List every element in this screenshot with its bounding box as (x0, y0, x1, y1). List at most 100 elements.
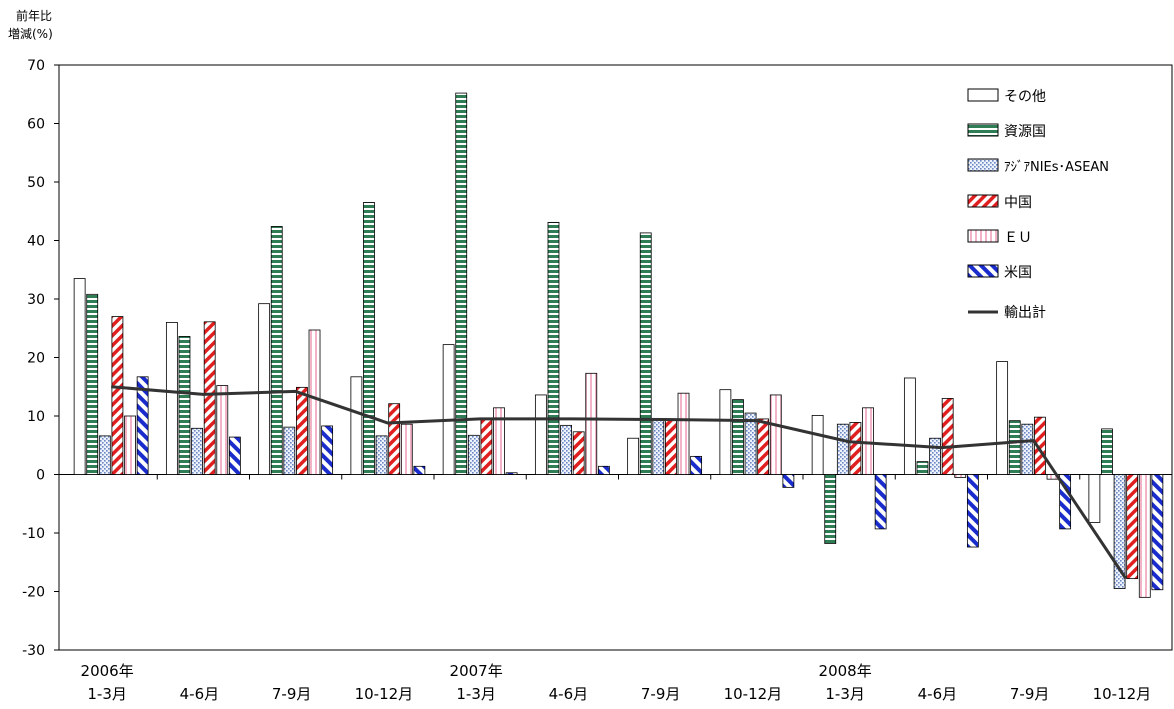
bar (191, 427, 203, 475)
y-tick-label: 40 (27, 234, 45, 250)
bar (283, 426, 296, 475)
bar (124, 415, 136, 475)
bar (493, 407, 505, 475)
line-series-path (111, 385, 1128, 580)
y-tick-label: 10 (27, 409, 45, 425)
y-axis-title-line1: 前年比 (16, 8, 52, 23)
bar (849, 422, 862, 475)
bar (690, 455, 703, 475)
bar (1113, 474, 1126, 589)
bar (1088, 474, 1101, 523)
bar (1101, 428, 1113, 475)
x-label-year: 2006年 (81, 662, 134, 680)
bar (996, 361, 1009, 475)
bar (916, 461, 929, 475)
x-label-period: 4-6月 (918, 685, 958, 703)
bar (413, 465, 426, 475)
bar (203, 321, 216, 475)
bar (732, 399, 744, 475)
bar (1138, 474, 1151, 598)
legend-label-eu: ＥＵ (1004, 230, 1032, 246)
legend-label-china: 中国 (1004, 195, 1032, 211)
y-tick-label: 60 (27, 117, 45, 133)
legend: その他 資源国 ｱｼﾞｱNIEs･ASEAN 中国 ＥＵ 米国 輸出計 (967, 88, 1109, 321)
bar (296, 386, 308, 475)
legend-item-eu: ＥＵ (967, 229, 1032, 246)
x-label-period: 10-12月 (1093, 685, 1152, 703)
legend-label-other: その他 (1004, 89, 1046, 105)
y-tick-label: 70 (27, 58, 45, 74)
x-label-period: 4-6月 (549, 685, 589, 703)
legend-label-asia: ｱｼﾞｱNIEs･ASEAN (1004, 160, 1109, 175)
y-tick-label: -20 (22, 585, 45, 601)
bar (534, 394, 547, 475)
x-label-period: 1-3月 (456, 685, 496, 703)
bar (1059, 474, 1072, 530)
bar (874, 474, 887, 530)
x-axis-labels: 2006年 1-3月 4-6月 7-9月 10-12月 2007年 1-3月 4-6月 7-9月… (81, 662, 1152, 703)
bar (363, 202, 375, 475)
bar (505, 472, 518, 475)
legend-item-total: 輸出計 (968, 305, 1046, 321)
legend-label-resource: 資源国 (1004, 124, 1046, 140)
y-tick-label: 20 (27, 351, 45, 367)
bar (941, 398, 954, 475)
bar (954, 474, 967, 478)
bar (929, 437, 941, 475)
bar (178, 336, 191, 475)
bars (73, 92, 1164, 598)
bar (811, 415, 824, 475)
bar (836, 423, 849, 475)
bar (769, 394, 782, 475)
bar (73, 278, 86, 475)
y-tick-label: -10 (22, 526, 45, 542)
x-label-period: 1-3月 (825, 685, 865, 703)
bar (744, 412, 757, 475)
bar (455, 92, 468, 475)
bar (467, 434, 480, 475)
bar (375, 435, 388, 475)
y-axis-title-line2: 増減(%) (8, 26, 53, 41)
x-label-period: 1-3月 (87, 685, 127, 703)
bar (136, 376, 149, 475)
bar (400, 423, 413, 475)
bar (639, 232, 652, 475)
bar (903, 377, 916, 475)
y-tick-label: -30 (22, 643, 45, 659)
x-label-period: 4-6月 (180, 685, 220, 703)
bar (1021, 423, 1034, 475)
bar (1126, 474, 1139, 580)
x-label-year: 2007年 (450, 662, 503, 680)
bar (350, 376, 363, 475)
legend-label-total: 輸出計 (1004, 305, 1046, 321)
bar (308, 329, 321, 475)
bar (321, 425, 334, 475)
bar (665, 418, 677, 475)
legend-label-us: 米国 (1004, 265, 1032, 281)
export-total-line (111, 385, 1128, 580)
bar (966, 474, 979, 548)
bar (757, 418, 770, 475)
y-axis: -30 -20 -10 0 10 20 30 40 50 60 70 (22, 58, 59, 659)
bar (270, 226, 283, 475)
bar (677, 392, 690, 475)
bar (719, 389, 732, 475)
bar (388, 403, 401, 475)
bar (165, 321, 178, 475)
y-tick-label: 50 (27, 175, 45, 191)
bar (585, 372, 598, 475)
bar (1034, 416, 1046, 475)
bar (862, 407, 874, 475)
bar (216, 385, 229, 475)
bar (782, 474, 795, 488)
bar (86, 293, 99, 475)
legend-item-resource: 資源国 (967, 123, 1046, 140)
x-label-period: 7-9月 (641, 685, 681, 703)
bar (560, 424, 572, 475)
plot-frame (58, 64, 1173, 651)
x-label-period: 7-9月 (272, 685, 312, 703)
legend-item-us: 米国 (967, 264, 1032, 281)
y-tick-label: 0 (36, 468, 45, 484)
bar (1151, 474, 1164, 591)
legend-item-asia: ｱｼﾞｱNIEs･ASEAN (967, 158, 1109, 175)
